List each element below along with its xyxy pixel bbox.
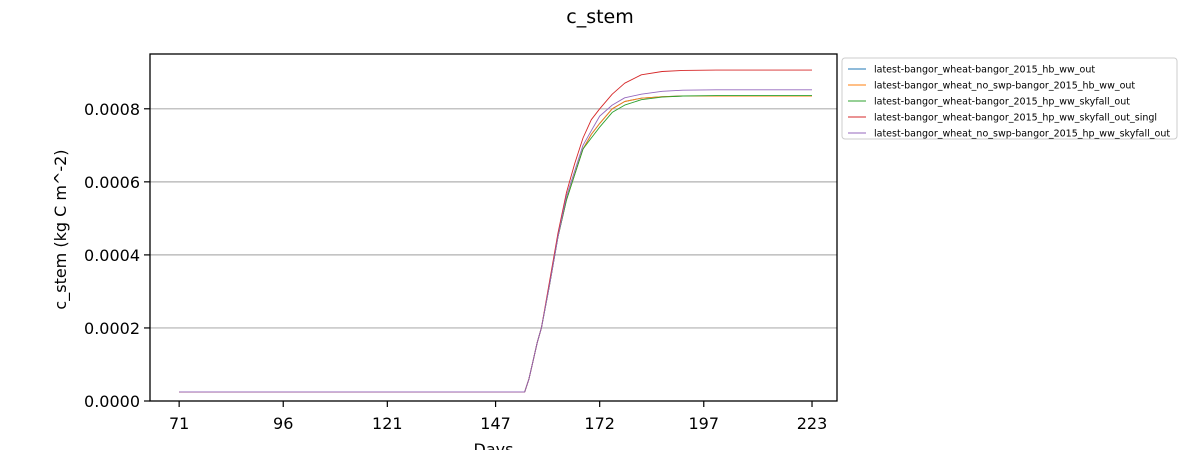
x-tick-label: 147 bbox=[480, 414, 511, 433]
series-line-4 bbox=[179, 69, 812, 393]
legend-entry: latest-bangor_wheat_no_swp-bangor_2015_h… bbox=[874, 81, 1135, 92]
y-axis-label: c_stem (kg C m^-2) bbox=[51, 149, 71, 309]
y-tick-label: 0.0004 bbox=[84, 246, 140, 265]
series-line-5 bbox=[179, 89, 812, 393]
x-axis-label: Days bbox=[474, 440, 514, 450]
grid bbox=[150, 108, 837, 329]
y-tick-label: 0.0002 bbox=[84, 319, 140, 338]
x-tick-label: 71 bbox=[169, 414, 189, 433]
x-tick-label: 223 bbox=[797, 414, 828, 433]
legend-entry: latest-bangor_wheat_no_swp-bangor_2015_h… bbox=[874, 129, 1170, 140]
y-tick-label: 0.0006 bbox=[84, 173, 140, 192]
chart-title: c_stem bbox=[566, 6, 634, 28]
x-tick-label: 197 bbox=[688, 414, 719, 433]
x-tick-label: 121 bbox=[372, 414, 403, 433]
series-line-3 bbox=[179, 95, 812, 393]
plot-frame bbox=[149, 53, 838, 402]
y-ticks: 0.0000 0.0002 0.0004 0.0006 0.0008 bbox=[84, 100, 150, 411]
legend: latest-bangor_wheat-bangor_2015_hb_ww_ou… bbox=[841, 57, 1178, 140]
legend-box bbox=[841, 57, 1178, 140]
x-ticks: 71 96 121 147 172 197 223 bbox=[169, 401, 827, 433]
y-tick-label: 0.0000 bbox=[84, 392, 140, 411]
series-lines bbox=[179, 69, 812, 393]
series-line-1 bbox=[179, 95, 812, 393]
x-tick-label: 96 bbox=[273, 414, 293, 433]
legend-entry: latest-bangor_wheat-bangor_2015_hp_ww_sk… bbox=[874, 113, 1157, 124]
x-tick-label: 172 bbox=[584, 414, 615, 433]
series-line-2 bbox=[179, 95, 812, 393]
legend-entry: latest-bangor_wheat-bangor_2015_hb_ww_ou… bbox=[874, 65, 1095, 76]
legend-entry: latest-bangor_wheat-bangor_2015_hp_ww_sk… bbox=[874, 97, 1130, 108]
y-tick-label: 0.0008 bbox=[84, 100, 140, 119]
